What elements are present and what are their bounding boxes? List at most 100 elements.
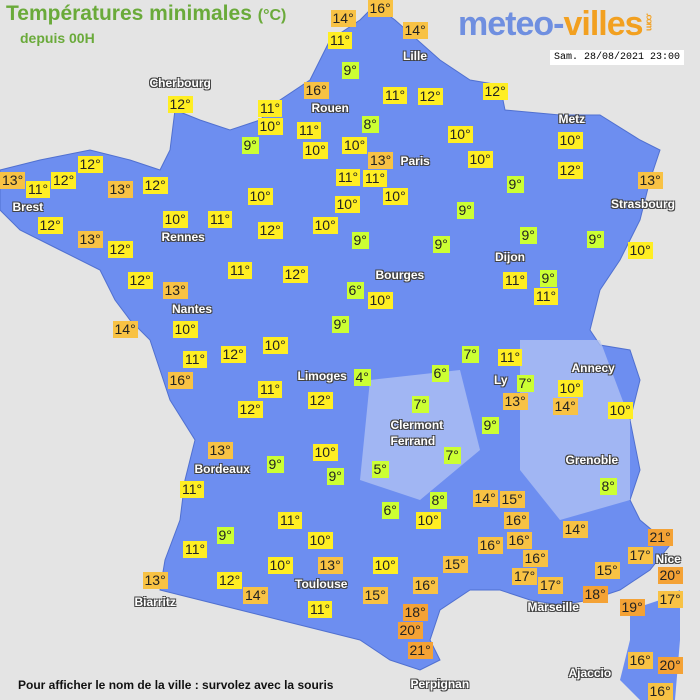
temperature-marker[interactable]: 13° [77, 230, 103, 248]
temperature-marker[interactable]: 13° [107, 180, 133, 198]
temperature-marker[interactable]: 10° [312, 216, 338, 234]
temperature-marker[interactable]: 13° [502, 392, 528, 410]
temperature-marker[interactable]: 5° [371, 460, 389, 478]
temperature-marker[interactable]: 10° [415, 511, 441, 529]
temperature-marker[interactable]: 10° [467, 150, 493, 168]
temperature-marker[interactable]: 17° [627, 547, 653, 564]
temperature-marker[interactable]: 10° [162, 210, 188, 228]
temperature-marker[interactable]: 16° [412, 576, 438, 594]
temperature-marker[interactable]: 12° [557, 161, 583, 179]
temperature-marker[interactable]: 18° [402, 603, 428, 621]
temperature-marker[interactable]: 10° [557, 379, 583, 397]
temperature-marker[interactable]: 11° [363, 170, 388, 187]
temperature-marker[interactable]: 9° [432, 235, 450, 253]
temperature-marker[interactable]: 14° [402, 21, 428, 39]
temperature-marker[interactable]: 10° [312, 443, 338, 461]
temperature-marker[interactable]: 7° [516, 374, 534, 392]
temperature-marker[interactable]: 11° [228, 261, 253, 279]
temperature-marker[interactable]: 11° [297, 121, 322, 139]
temperature-marker[interactable]: 13° [142, 571, 168, 589]
temperature-marker[interactable]: 12° [417, 87, 443, 105]
temperature-marker[interactable]: 12° [237, 400, 263, 418]
temperature-marker[interactable]: 9° [506, 175, 524, 193]
temperature-marker[interactable]: 20° [657, 566, 683, 584]
temperature-marker[interactable]: 9° [586, 230, 604, 248]
temperature-marker[interactable]: 9° [481, 416, 499, 434]
temperature-marker[interactable]: 10° [257, 117, 283, 135]
temperature-marker[interactable]: 11° [183, 350, 208, 368]
temperature-marker[interactable]: 11° [208, 210, 233, 228]
temperature-marker[interactable]: 12° [127, 271, 153, 289]
temperature-marker[interactable]: 10° [382, 188, 408, 205]
temperature-marker[interactable]: 11° [183, 540, 208, 558]
temperature-marker[interactable]: 10° [247, 187, 273, 205]
temperature-marker[interactable]: 7° [461, 345, 479, 363]
temperature-marker[interactable]: 11° [328, 31, 353, 49]
temperature-marker[interactable]: 13° [0, 171, 26, 189]
temperature-marker[interactable]: 9° [241, 136, 259, 154]
temperature-marker[interactable]: 10° [302, 141, 328, 159]
temperature-marker[interactable]: 8° [361, 115, 379, 133]
temperature-marker[interactable]: 16° [477, 536, 503, 554]
temperature-marker[interactable]: 21° [407, 641, 433, 659]
temperature-marker[interactable]: 14° [472, 489, 498, 507]
temperature-marker[interactable]: 9° [266, 455, 284, 473]
temperature-marker[interactable]: 10° [372, 556, 398, 574]
temperature-marker[interactable]: 4° [353, 368, 371, 386]
temperature-marker[interactable]: 17° [538, 576, 564, 594]
temperature-marker[interactable]: 14° [243, 586, 269, 604]
temperature-marker[interactable]: 12° [220, 345, 246, 363]
temperature-marker[interactable]: 17° [512, 568, 538, 585]
temperature-marker[interactable]: 9° [331, 315, 349, 333]
temperature-marker[interactable]: 10° [172, 320, 198, 338]
temperature-marker[interactable]: 7° [443, 446, 461, 464]
temperature-marker[interactable]: 12° [307, 391, 333, 409]
temperature-marker[interactable]: 11° [258, 380, 283, 398]
temperature-marker[interactable]: 9° [216, 526, 234, 544]
temperature-marker[interactable]: 15° [362, 586, 388, 604]
temperature-marker[interactable]: 12° [37, 216, 63, 234]
temperature-marker[interactable]: 16° [503, 511, 529, 529]
temperature-marker[interactable]: 13° [207, 441, 233, 459]
temperature-marker[interactable]: 11° [180, 480, 205, 498]
temperature-marker[interactable]: 16° [506, 531, 532, 549]
temperature-marker[interactable]: 11° [503, 271, 528, 289]
temperature-marker[interactable]: 6° [381, 501, 399, 519]
temperature-marker[interactable]: 9° [519, 226, 537, 244]
temperature-marker[interactable]: 10° [307, 531, 333, 549]
temperature-marker[interactable]: 10° [262, 336, 288, 354]
temperature-marker[interactable]: 8° [429, 491, 447, 509]
temperature-marker[interactable]: 12° [282, 265, 308, 283]
temperature-marker[interactable]: 16° [522, 550, 548, 567]
temperature-marker[interactable]: 14° [552, 397, 578, 415]
temperature-marker[interactable]: 12° [77, 155, 103, 173]
temperature-marker[interactable]: 21° [647, 529, 673, 546]
temperature-marker[interactable]: 15° [442, 555, 468, 573]
temperature-marker[interactable]: 12° [142, 176, 168, 194]
temperature-marker[interactable]: 10° [447, 125, 473, 143]
temperature-marker[interactable]: 6° [346, 281, 364, 299]
temperature-marker[interactable]: 19° [619, 598, 645, 616]
temperature-marker[interactable]: 13° [162, 281, 188, 299]
temperature-marker[interactable]: 13° [317, 556, 343, 574]
temperature-marker[interactable]: 6° [431, 364, 449, 382]
temperature-marker[interactable]: 20° [397, 621, 423, 639]
temperature-marker[interactable]: 12° [107, 240, 133, 258]
temperature-marker[interactable]: 11° [534, 287, 559, 305]
temperature-marker[interactable]: 11° [26, 180, 51, 198]
temperature-marker[interactable]: 10° [267, 556, 293, 574]
temperature-marker[interactable]: 10° [557, 131, 583, 149]
temperature-marker[interactable]: 15° [499, 490, 525, 508]
temperature-marker[interactable]: 13° [368, 151, 394, 169]
temperature-marker[interactable]: 16° [367, 0, 393, 17]
temperature-marker[interactable]: 11° [383, 86, 408, 104]
temperature-marker[interactable]: 16° [167, 371, 193, 389]
temperature-marker[interactable]: 11° [258, 99, 283, 117]
temperature-marker[interactable]: 12° [217, 571, 243, 589]
temperature-marker[interactable]: 14° [112, 320, 138, 338]
temperature-marker[interactable]: 15° [594, 561, 620, 579]
temperature-marker[interactable]: 11° [498, 348, 523, 366]
temperature-marker[interactable]: 16° [647, 683, 673, 700]
temperature-marker[interactable]: 9° [539, 269, 557, 287]
temperature-marker[interactable]: 8° [599, 477, 617, 495]
